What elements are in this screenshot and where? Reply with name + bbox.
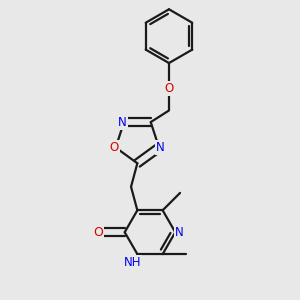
Text: NH: NH — [124, 256, 141, 268]
Text: O: O — [94, 226, 103, 239]
Text: N: N — [118, 116, 127, 129]
Text: N: N — [175, 226, 184, 239]
Text: O: O — [110, 141, 119, 154]
Text: N: N — [156, 141, 165, 154]
Text: O: O — [164, 82, 174, 95]
